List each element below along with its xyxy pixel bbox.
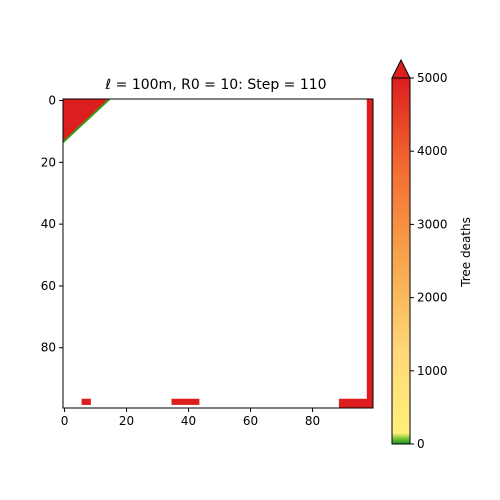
y-tick-label: 60 xyxy=(41,279,56,293)
colorbar: 0 1000 2000 3000 4000 5000 Tree deaths xyxy=(391,58,473,451)
colorbar-ticks: 0 1000 2000 3000 4000 5000 xyxy=(410,71,448,451)
colorbar-tick-label: 2000 xyxy=(417,291,448,305)
colorbar-tick-label: 4000 xyxy=(417,144,448,158)
y-tick-label: 80 xyxy=(41,341,56,355)
colorbar-label: Tree deaths xyxy=(459,217,473,288)
x-tick-label: 0 xyxy=(61,414,69,428)
heatmap-cells xyxy=(62,98,373,408)
region-bottom-strip-left xyxy=(81,398,91,405)
colorbar-tick-label: 0 xyxy=(417,437,425,451)
x-tick-label: 40 xyxy=(181,414,196,428)
chart-title: ℓ = 100m, R0 = 10: Step = 110 xyxy=(104,77,326,93)
region-edge-top-left-triangle xyxy=(62,98,111,143)
plot-background xyxy=(63,99,373,408)
region-bottom-strip-mid xyxy=(171,398,200,405)
y-tick-label: 20 xyxy=(41,155,56,169)
x-tick-label: 80 xyxy=(305,414,320,428)
x-axis: 0 20 40 60 80 xyxy=(61,408,320,428)
y-axis: 0 20 40 60 80 xyxy=(41,94,63,355)
colorbar-tick-label: 5000 xyxy=(417,71,448,85)
x-tick-label: 20 xyxy=(119,414,134,428)
colorbar-extend-arrow xyxy=(391,58,411,79)
x-tick-label: 60 xyxy=(243,414,258,428)
heatmap-plot xyxy=(62,98,374,409)
region-bottom-strip-right xyxy=(338,398,373,408)
colorbar-gradient xyxy=(391,77,411,445)
colorbar-tick-label: 3000 xyxy=(417,217,448,231)
y-tick-label: 0 xyxy=(48,94,56,108)
plot-frame xyxy=(62,98,374,409)
colorbar-tick-label: 1000 xyxy=(417,364,448,378)
region-right-strip xyxy=(366,99,373,402)
y-tick-label: 40 xyxy=(41,217,56,231)
